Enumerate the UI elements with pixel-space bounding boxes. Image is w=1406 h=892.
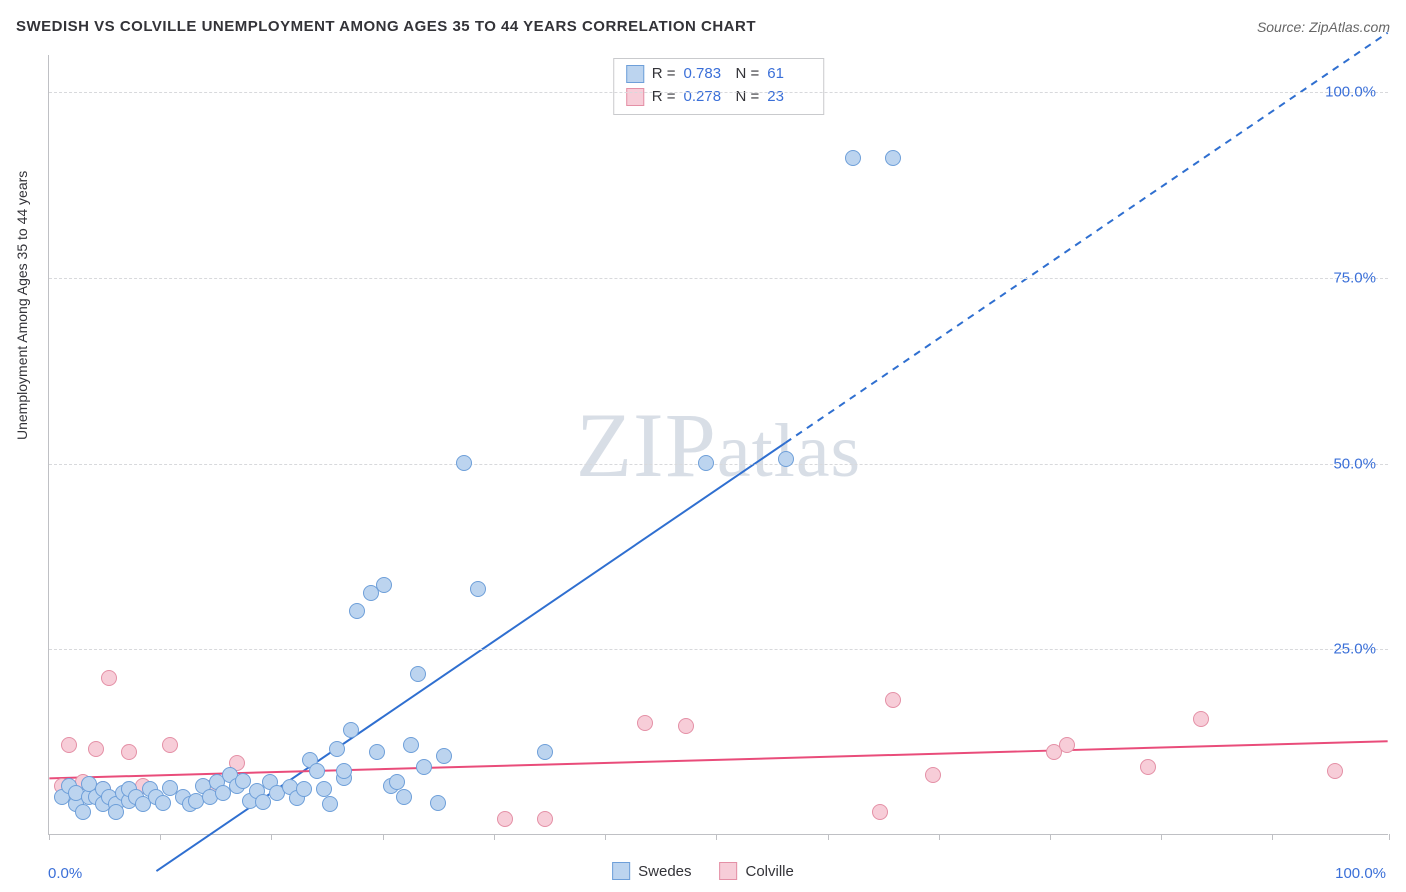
data-point xyxy=(1059,737,1075,753)
y-tick-label: 50.0% xyxy=(1333,455,1376,472)
data-point xyxy=(456,455,472,471)
data-point xyxy=(336,763,352,779)
chart-title: SWEDISH VS COLVILLE UNEMPLOYMENT AMONG A… xyxy=(16,18,756,35)
data-point xyxy=(309,763,325,779)
plot-area: ZIPatlas R = 0.783 N = 61 R = 0.278 N = 23 25.0… xyxy=(48,55,1388,835)
data-point xyxy=(162,737,178,753)
chart-header: SWEDISH VS COLVILLE UNEMPLOYMENT AMONG A… xyxy=(16,18,1390,35)
data-point xyxy=(349,603,365,619)
data-point xyxy=(322,796,338,812)
legend-swatch xyxy=(720,862,738,880)
x-tick xyxy=(1161,834,1162,840)
data-point xyxy=(470,581,486,597)
x-tick xyxy=(1050,834,1051,840)
legend-n-value: 61 xyxy=(767,63,811,86)
data-point xyxy=(410,666,426,682)
data-point xyxy=(845,150,861,166)
data-point xyxy=(1327,763,1343,779)
legend-item: Swedes xyxy=(612,862,691,880)
x-min-label: 0.0% xyxy=(48,865,82,882)
data-point xyxy=(885,150,901,166)
gridline xyxy=(49,92,1388,93)
y-tick-label: 75.0% xyxy=(1333,269,1376,286)
chart-source: Source: ZipAtlas.com xyxy=(1257,19,1390,35)
data-point xyxy=(61,737,77,753)
trend-lines xyxy=(49,55,1388,834)
legend-swatch xyxy=(626,65,644,83)
data-point xyxy=(925,767,941,783)
x-tick xyxy=(716,834,717,840)
gridline xyxy=(49,464,1388,465)
x-tick xyxy=(383,834,384,840)
data-point xyxy=(343,722,359,738)
gridline xyxy=(49,278,1388,279)
data-point xyxy=(872,804,888,820)
legend-label: Swedes xyxy=(638,863,691,880)
data-point xyxy=(121,744,137,760)
legend-swatch xyxy=(626,88,644,106)
data-point xyxy=(637,715,653,731)
data-point xyxy=(329,741,345,757)
data-point xyxy=(403,737,419,753)
x-tick xyxy=(1389,834,1390,840)
data-point xyxy=(778,451,794,467)
watermark-part1: ZIP xyxy=(576,394,717,496)
data-point xyxy=(101,670,117,686)
data-point xyxy=(316,781,332,797)
y-axis-label: Unemployment Among Ages 35 to 44 years xyxy=(14,171,30,440)
data-point xyxy=(430,795,446,811)
data-point xyxy=(108,804,124,820)
legend-n-label: N = xyxy=(736,63,760,86)
legend-r-value: 0.783 xyxy=(684,63,728,86)
data-point xyxy=(1140,759,1156,775)
legend-r-label: R = xyxy=(652,86,676,109)
correlation-legend: R = 0.783 N = 61 R = 0.278 N = 23 xyxy=(613,58,825,115)
data-point xyxy=(296,781,312,797)
legend-n-value: 23 xyxy=(767,86,811,109)
x-tick xyxy=(160,834,161,840)
data-point xyxy=(497,811,513,827)
x-tick xyxy=(271,834,272,840)
x-tick xyxy=(939,834,940,840)
data-point xyxy=(155,795,171,811)
legend-row: R = 0.278 N = 23 xyxy=(626,86,812,109)
watermark: ZIPatlas xyxy=(576,392,861,498)
legend-n-label: N = xyxy=(736,86,760,109)
x-tick xyxy=(494,834,495,840)
data-point xyxy=(416,759,432,775)
data-point xyxy=(75,804,91,820)
y-tick-label: 25.0% xyxy=(1333,641,1376,658)
data-point xyxy=(389,774,405,790)
data-point xyxy=(537,744,553,760)
data-point xyxy=(1193,711,1209,727)
data-point xyxy=(885,692,901,708)
data-point xyxy=(537,811,553,827)
legend-r-value: 0.278 xyxy=(684,86,728,109)
data-point xyxy=(376,577,392,593)
x-max-label: 100.0% xyxy=(1335,865,1386,882)
legend-r-label: R = xyxy=(652,63,676,86)
legend-label: Colville xyxy=(746,863,794,880)
x-tick xyxy=(605,834,606,840)
y-tick-label: 100.0% xyxy=(1325,84,1376,101)
legend-swatch xyxy=(612,862,630,880)
x-tick xyxy=(1272,834,1273,840)
data-point xyxy=(369,744,385,760)
data-point xyxy=(436,748,452,764)
legend-row: R = 0.783 N = 61 xyxy=(626,63,812,86)
data-point xyxy=(698,455,714,471)
legend-item: Colville xyxy=(720,862,794,880)
series-legend: Swedes Colville xyxy=(612,862,794,880)
x-tick xyxy=(49,834,50,840)
x-tick xyxy=(828,834,829,840)
data-point xyxy=(678,718,694,734)
gridline xyxy=(49,649,1388,650)
data-point xyxy=(396,789,412,805)
data-point xyxy=(88,741,104,757)
